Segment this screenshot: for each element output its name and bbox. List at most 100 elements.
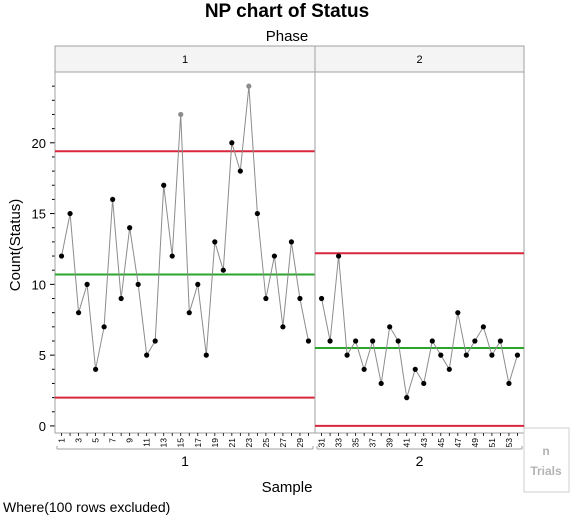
x-tick-label: 53 bbox=[504, 438, 514, 448]
y-tick-label: 10 bbox=[32, 277, 46, 292]
data-point bbox=[93, 366, 99, 372]
row-exclusion-note: Where(100 rows excluded) bbox=[3, 499, 170, 515]
x-tick-label: 19 bbox=[210, 438, 220, 448]
data-point bbox=[246, 83, 252, 89]
x-tick-label: 3 bbox=[74, 438, 84, 443]
data-point bbox=[178, 111, 184, 118]
x-tick-label: 1 bbox=[57, 438, 67, 443]
y-axis: 0 5 10 15 20 bbox=[32, 85, 55, 434]
y-tick-label: 20 bbox=[32, 136, 46, 151]
n-trials-label-line1: n bbox=[542, 444, 549, 458]
data-point bbox=[288, 239, 295, 245]
data-point bbox=[135, 281, 141, 287]
data-point bbox=[118, 295, 124, 302]
data-point bbox=[271, 253, 277, 259]
data-point bbox=[327, 338, 333, 344]
data-point bbox=[297, 295, 303, 302]
n-trials-label-line2: Trials bbox=[530, 464, 562, 478]
x-tick-label: 13 bbox=[159, 438, 169, 448]
phase-strip bbox=[54, 45, 316, 73]
data-point bbox=[489, 352, 495, 358]
data-point bbox=[404, 395, 410, 401]
data-point bbox=[101, 324, 107, 330]
x-tick-label: 43 bbox=[419, 438, 429, 448]
series-line bbox=[321, 255, 518, 398]
y-tick-label: 0 bbox=[39, 419, 46, 434]
data-point bbox=[378, 380, 384, 387]
data-point bbox=[438, 352, 444, 358]
data-point bbox=[144, 352, 150, 358]
plot-frame bbox=[54, 71, 316, 434]
x-tick-label: 23 bbox=[244, 438, 254, 448]
chart-title: NP chart of Status bbox=[205, 1, 369, 22]
data-point bbox=[497, 338, 504, 344]
data-point bbox=[472, 338, 478, 344]
x-tick-label: 29 bbox=[295, 438, 305, 448]
data-point bbox=[370, 338, 376, 344]
y-axis-label: Count(Status) bbox=[7, 199, 24, 292]
x-tick-label: 37 bbox=[368, 438, 378, 448]
data-point bbox=[421, 380, 427, 387]
x-tick-label: 17 bbox=[193, 438, 203, 448]
data-point bbox=[254, 210, 260, 217]
data-point bbox=[220, 267, 226, 273]
data-point bbox=[446, 366, 452, 372]
phase-strip bbox=[314, 45, 525, 73]
group-label: 2 bbox=[416, 453, 424, 469]
data-point bbox=[353, 338, 359, 344]
x-tick-label: 27 bbox=[278, 438, 288, 448]
data-point bbox=[58, 253, 65, 259]
data-point bbox=[152, 338, 158, 344]
data-point bbox=[514, 352, 521, 358]
data-point bbox=[318, 295, 325, 302]
group-label: 1 bbox=[181, 453, 189, 469]
phase-strip-label: 2 bbox=[416, 54, 422, 66]
x-tick-label: 11 bbox=[142, 438, 152, 447]
data-point bbox=[387, 324, 393, 330]
x-tick-label: 21 bbox=[227, 438, 237, 448]
data-point bbox=[463, 352, 469, 358]
data-point bbox=[263, 295, 269, 302]
data-point bbox=[344, 352, 350, 358]
phase-panel-2: 2 31 33 35 37 39 41 43 45 47 49 51 53 2 bbox=[314, 45, 525, 469]
data-point bbox=[237, 168, 243, 174]
data-point bbox=[161, 182, 167, 188]
x-tick-label: 33 bbox=[334, 438, 344, 448]
data-point bbox=[67, 210, 73, 217]
x-tick-label: 9 bbox=[125, 438, 135, 443]
data-point bbox=[455, 310, 461, 316]
x-tick-label: 51 bbox=[487, 438, 497, 448]
data-point bbox=[280, 324, 286, 330]
x-tick-label: 5 bbox=[91, 438, 101, 443]
data-point bbox=[395, 338, 401, 344]
data-point bbox=[212, 239, 218, 245]
data-point bbox=[203, 352, 209, 358]
data-point bbox=[429, 338, 435, 344]
x-tick-label: 45 bbox=[436, 438, 446, 448]
n-trials-box[interactable] bbox=[523, 427, 570, 493]
data-point bbox=[84, 281, 90, 287]
phase-panel-1: 11 3 5 7 9 11 13 15 17 19 21 23 25 27 291 bbox=[54, 45, 316, 469]
x-tick-label: 25 bbox=[261, 438, 271, 448]
data-point bbox=[480, 324, 486, 330]
x-tick-label: 47 bbox=[453, 438, 463, 448]
data-point bbox=[75, 310, 82, 316]
x-tick-label: 7 bbox=[108, 438, 118, 443]
data-point bbox=[110, 196, 116, 203]
data-point bbox=[229, 140, 235, 146]
data-point bbox=[186, 310, 192, 316]
data-point bbox=[335, 253, 342, 259]
facet-label: Phase bbox=[266, 28, 309, 45]
y-tick-label: 5 bbox=[39, 348, 46, 363]
data-point bbox=[361, 366, 367, 372]
x-tick-label: 15 bbox=[176, 438, 186, 448]
phase-strip-label: 1 bbox=[182, 54, 188, 66]
y-tick-label: 15 bbox=[32, 207, 46, 222]
x-tick-label: 49 bbox=[470, 438, 480, 448]
data-point bbox=[169, 253, 175, 259]
data-point bbox=[127, 225, 133, 231]
x-tick-label: 35 bbox=[351, 438, 361, 448]
x-tick-label: 31 bbox=[317, 438, 327, 448]
